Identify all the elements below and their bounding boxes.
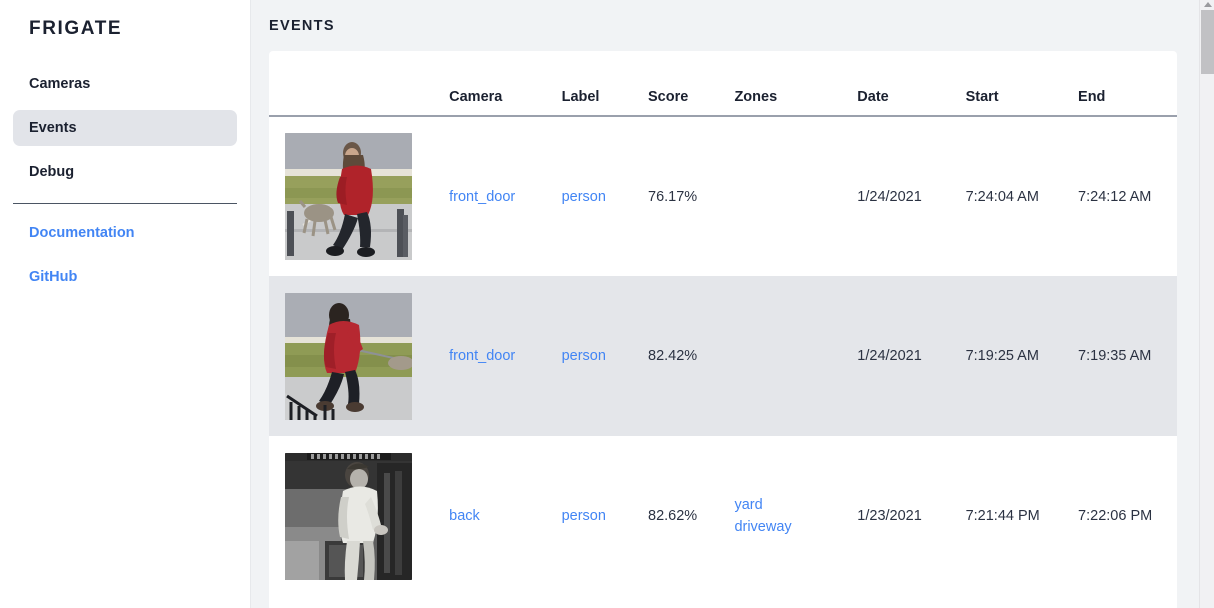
event-label-link[interactable]: person: [561, 348, 606, 364]
event-camera-link[interactable]: front_door: [449, 348, 516, 364]
sidebar-item-debug[interactable]: Debug: [29, 164, 75, 180]
event-thumbnail-image[interactable]: [285, 133, 412, 260]
event-start-cell: 7:21:44 PM: [965, 508, 1040, 524]
app-brand-title: FRIGATE: [29, 18, 123, 39]
sidebar-item-cameras[interactable]: Cameras: [29, 76, 91, 92]
event-end-cell: 7:24:12 AM: [1078, 188, 1152, 205]
event-zones-cell: [734, 276, 858, 436]
scrollbar-thumb[interactable]: [1201, 10, 1214, 74]
sidebar-nav: Cameras Events Debug: [0, 66, 250, 190]
event-thumbnail-image[interactable]: [285, 452, 412, 580]
sidebar-external-links: Documentation GitHub: [0, 218, 250, 292]
column-header-zones: Zones: [734, 51, 858, 117]
event-date-cell: 1/24/2021: [857, 276, 966, 436]
event-camera-cell[interactable]: back: [449, 436, 561, 596]
event-zone-link[interactable]: driveway: [734, 519, 792, 535]
event-camera-cell[interactable]: front_door: [449, 116, 561, 276]
table-row[interactable]: back person 82.62% yard driveway 1/23/20…: [269, 436, 1177, 596]
event-camera-cell[interactable]: front_door: [449, 276, 562, 436]
event-score-cell: 76.17%: [648, 188, 698, 205]
event-label-link[interactable]: person: [561, 188, 606, 205]
event-score-cell: 82.62%: [648, 508, 698, 524]
event-label-cell[interactable]: person: [561, 276, 649, 436]
column-header-thumbnail: [269, 51, 450, 117]
events-table: Camera Label Score Zones Date Start End: [269, 51, 1177, 596]
event-end-cell: 7:19:35 AM: [1078, 276, 1177, 436]
sidebar-link-github[interactable]: GitHub: [29, 269, 78, 285]
event-start-cell: 7:19:25 AM: [965, 276, 1079, 436]
page-title: EVENTS: [269, 18, 335, 34]
events-table-body: front_door person 76.17% 1/24/2021 7:24:…: [269, 116, 1177, 596]
scroll-up-arrow-icon[interactable]: [1204, 2, 1212, 7]
event-camera-link[interactable]: front_door: [449, 188, 516, 205]
event-date-cell: 1/23/2021: [857, 508, 922, 524]
events-table-head: Camera Label Score Zones Date Start End: [269, 51, 1177, 117]
column-header-start: Start: [965, 51, 1079, 117]
event-thumbnail-cell[interactable]: [269, 276, 450, 436]
page-scrollbar[interactable]: [1199, 0, 1214, 608]
table-row[interactable]: front_door person 76.17% 1/24/2021 7:24:…: [269, 116, 1177, 276]
event-thumbnail-cell[interactable]: [269, 116, 449, 276]
sidebar-item-events[interactable]: Events: [13, 110, 237, 146]
column-header-label: Label: [561, 51, 649, 117]
event-thumbnail-image[interactable]: [285, 292, 412, 420]
sidebar-link-documentation[interactable]: Documentation: [29, 225, 135, 241]
event-zone-link[interactable]: yard: [734, 496, 763, 513]
table-row[interactable]: front_door person 82.42% 1/24/2021 7:19:…: [269, 276, 1177, 436]
event-label-cell[interactable]: person: [562, 436, 648, 596]
event-zones-cell: yard driveway: [734, 436, 857, 596]
event-score-cell: 82.42%: [648, 276, 735, 436]
event-date-cell: 1/24/2021: [857, 188, 922, 205]
event-thumbnail-cell[interactable]: [269, 436, 449, 596]
event-end-cell: 7:22:06 PM: [1078, 508, 1153, 524]
column-header-camera: Camera: [449, 51, 562, 117]
event-label-cell[interactable]: person: [562, 116, 648, 276]
event-zones-cell: [734, 116, 857, 276]
sidebar-divider: [13, 203, 237, 204]
event-camera-link[interactable]: back: [449, 508, 480, 524]
event-start-cell: 7:24:04 AM: [965, 188, 1039, 205]
column-header-score: Score: [648, 51, 735, 117]
main-content: EVENTS Camera Label Score Zones Date Sta…: [251, 0, 1214, 608]
event-label-link[interactable]: person: [561, 508, 606, 524]
sidebar: FRIGATE Cameras Events Debug Documentati…: [0, 0, 251, 608]
column-header-end: End: [1078, 51, 1177, 117]
column-header-date: Date: [857, 51, 966, 117]
events-card: Camera Label Score Zones Date Start End: [269, 51, 1177, 608]
table-header-row: Camera Label Score Zones Date Start End: [269, 51, 1177, 117]
